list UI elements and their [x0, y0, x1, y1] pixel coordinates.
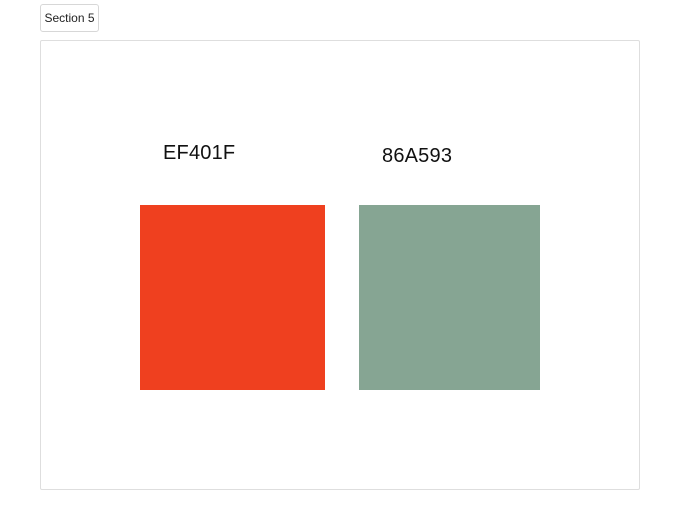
color-swatch-panel: EF401F 86A593 [40, 40, 640, 490]
section-tab-button[interactable]: Section 5 [40, 4, 99, 32]
color-swatch-ef401f [140, 205, 325, 390]
swatch-label-ef401f: EF401F [163, 142, 236, 164]
swatch-label-86a593: 86A593 [382, 145, 453, 167]
color-swatch-86a593 [359, 205, 540, 390]
